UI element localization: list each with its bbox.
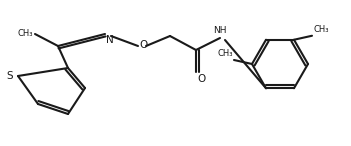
Text: O: O	[197, 74, 205, 84]
Text: N: N	[106, 35, 114, 45]
Text: CH₃: CH₃	[218, 49, 233, 58]
Text: CH₃: CH₃	[18, 28, 33, 38]
Text: S: S	[6, 71, 13, 81]
Text: CH₃: CH₃	[313, 25, 329, 34]
Text: NH: NH	[213, 26, 227, 35]
Text: O: O	[139, 40, 147, 50]
